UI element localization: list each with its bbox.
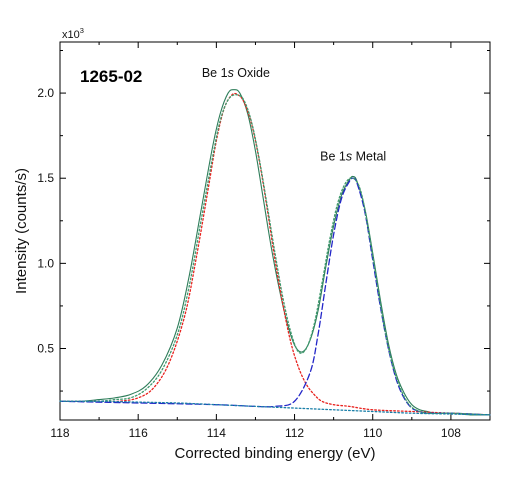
y-tick-label: 2.0 xyxy=(37,86,54,100)
series-layer xyxy=(59,89,491,416)
plot-frame xyxy=(59,41,491,421)
annotation-oxide: Be 1s Oxide xyxy=(202,66,270,80)
x-tick-label: 112 xyxy=(285,426,304,440)
y-multiplier-label: x103 xyxy=(62,26,84,41)
series-line-fit-envelope xyxy=(59,94,491,416)
y-axis-title: Intensity (counts/s) xyxy=(13,168,30,294)
series-line-measured xyxy=(59,89,491,416)
y-tick-label: 0.5 xyxy=(37,341,54,355)
x-tick-label: 118 xyxy=(50,426,69,440)
series-line-metal-component xyxy=(59,177,491,416)
annotation-metal: Be 1s Metal xyxy=(320,149,386,163)
x-tick-label: 114 xyxy=(207,426,226,440)
x-tick-label: 116 xyxy=(129,426,148,440)
x-axis-title: Corrected binding energy (eV) xyxy=(175,445,376,462)
x-tick-label: 108 xyxy=(441,426,461,440)
axis-ticks: 118 116 114 112 110 108 0.5 1.0 1.5 2.0 xyxy=(37,42,490,440)
series-line-background xyxy=(59,400,491,416)
x-tick-label: 110 xyxy=(363,426,382,440)
y-tick-label: 1.0 xyxy=(37,256,54,270)
sample-label: 1265-02 xyxy=(80,67,142,86)
y-tick-label: 1.5 xyxy=(37,171,54,185)
